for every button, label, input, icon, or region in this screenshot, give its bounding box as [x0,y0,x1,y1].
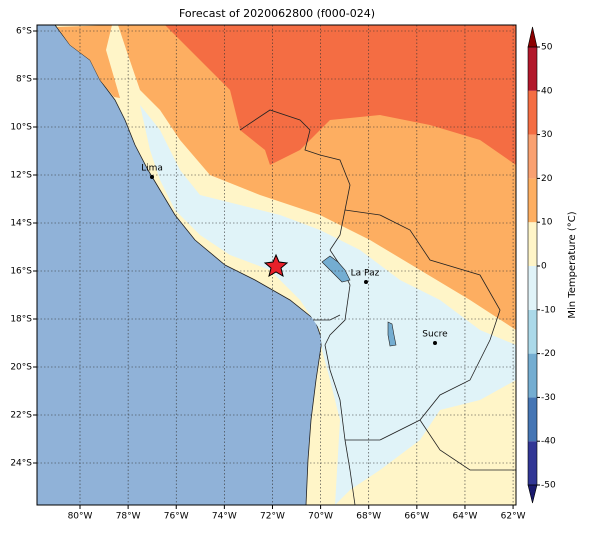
city-label: Lima [141,164,163,174]
colorbar-tick-label: 40 [541,86,553,96]
colorbar-segment [528,397,537,442]
lat-tick-label: 14°S [10,219,32,229]
lat-tick-label: 16°S [10,267,32,277]
colorbar-tick-label: 20 [541,174,553,184]
border [419,419,516,471]
colorbar-segment [528,134,537,179]
lake-poopo [387,321,397,347]
lon-tick-label: 74°W [212,512,237,522]
colorbar-segment [528,222,537,266]
map-area: Lima La Paz Sucre [36,24,517,506]
colorbar: 50 40 30 20 10 0 -10 -20 -30 -40 -50 [527,26,556,504]
lon-tick-label: 76°W [164,512,189,522]
lat-tick-label: 24°S [10,459,32,469]
colorbar-label: Min Temperature (°C) [567,211,578,318]
lat-tick-label: 12°S [10,171,32,181]
lon-tick-label: 62°W [501,512,526,522]
city-dot [150,175,154,179]
colorbar-tick-label: -10 [541,305,556,315]
colorbar-segment [528,47,537,91]
lon-tick-label: 70°W [308,512,333,522]
lat-tick-label: 6°S [16,27,32,37]
grid [37,25,516,505]
colorbar-tick-label: 50 [541,43,553,53]
cities: Lima La Paz Sucre [141,164,448,345]
lon-tick-label: 80°W [68,512,93,522]
colorbar-segment [528,309,537,354]
lat-tick-label: 20°S [10,363,32,373]
lon-tick-label: 66°W [404,512,429,522]
city-label: Sucre [422,330,448,340]
cool-zone [140,105,516,505]
map-frame [36,24,517,506]
lat-tick-label: 18°S [10,315,32,325]
hot-zone [165,25,516,165]
colorbar-segment [528,266,537,310]
colorbar-tick-label: -50 [541,481,556,491]
border [344,439,356,506]
coastal-warm-zone [57,25,120,98]
city-dot [364,280,368,284]
colorbar-tick-label: -20 [541,349,556,359]
lon-tick-label: 68°W [356,512,381,522]
lon-tick-label: 64°W [453,512,478,522]
colorbar-tick-label: 10 [541,218,553,228]
colorbar-segment [528,178,537,223]
lat-tick-label: 22°S [10,411,32,421]
lon-tick-label: 72°W [260,512,285,522]
location-star [263,253,289,278]
colorbar-segment [528,353,537,398]
colorbar-tick-label: -40 [541,437,556,447]
border [239,109,351,251]
colorbar-segment [528,441,537,485]
colorbar-segment [528,90,537,135]
border [344,209,501,441]
city-dot [433,341,437,345]
city-label: La Paz [351,269,380,279]
colorbar-extend [527,26,538,48]
border [313,314,341,321]
lake-titicaca [321,255,351,283]
colorbar-extend [527,484,538,504]
colorbar-tick-label: 30 [541,130,553,140]
lon-tick-label: 78°W [116,512,141,522]
map-title: Forecast of 2020062800 (f000-024) [179,7,375,20]
lat-tick-label: 8°S [16,75,32,85]
lat-tick-label: 10°S [10,123,32,133]
colorbar-tick-label: -30 [541,393,556,403]
colorbar-tick-label: 0 [541,262,547,272]
